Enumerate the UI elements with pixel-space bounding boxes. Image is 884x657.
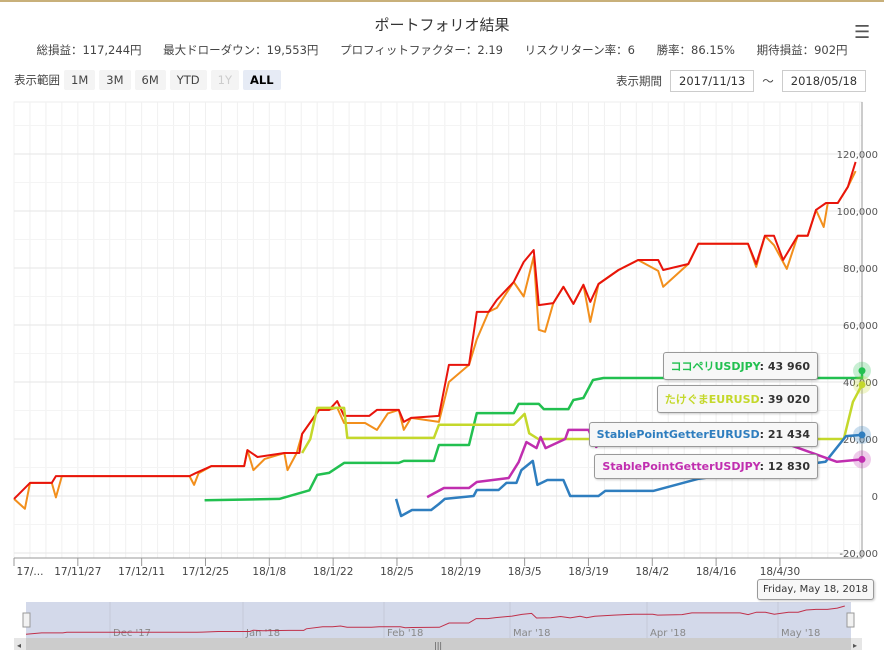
x-tick-label: 18/2/19 bbox=[441, 566, 481, 578]
navigator-label: May '18 bbox=[781, 628, 820, 639]
range-1m-button[interactable]: 1M bbox=[64, 70, 96, 90]
tooltip-value: 39 020 bbox=[767, 393, 810, 406]
stat-expected-profit: 期待損益：902円 bbox=[756, 43, 848, 57]
stat-win-rate: 勝率：86.15% bbox=[656, 43, 735, 57]
scroll-right-arrow-icon[interactable]: ▸ bbox=[853, 641, 857, 650]
period-to-input[interactable]: 2018/05/18 bbox=[781, 70, 867, 92]
y-tick-label: -20,000 bbox=[839, 549, 878, 560]
navigator-label: Dec '17 bbox=[113, 628, 151, 639]
tooltip-kokoperi: ココペリUSDJPY: 43 960 bbox=[662, 352, 818, 380]
y-tick-label: 80,000 bbox=[843, 264, 878, 275]
scrollbar-thumb[interactable] bbox=[26, 638, 851, 650]
y-tick-label: 20,000 bbox=[843, 435, 878, 446]
navigator-label: Apr '18 bbox=[650, 628, 686, 639]
tooltip-spg-eurusd: StablePointGetterEURUSD: 21 434 bbox=[588, 422, 818, 447]
series-marker-4 bbox=[858, 431, 866, 439]
tooltip-value: 43 960 bbox=[767, 360, 810, 373]
range-label: 表示範囲 bbox=[14, 73, 60, 87]
tooltip-takeguma: たけぐまEURUSD: 39 020 bbox=[656, 385, 818, 413]
hamburger-icon[interactable]: ☰ bbox=[854, 22, 871, 43]
series-marker-5 bbox=[858, 455, 866, 463]
series-line-2 bbox=[204, 370, 864, 502]
period-label: 表示期間 bbox=[616, 74, 662, 88]
stat-max-drawdown: 最大ドローダウン：19,553円 bbox=[163, 43, 319, 57]
x-tick-label: 18/1/22 bbox=[313, 566, 353, 578]
navigator-label: Jan '18 bbox=[245, 628, 280, 639]
x-tick-label: 18/3/19 bbox=[568, 566, 608, 578]
y-tick-label: 100,000 bbox=[837, 207, 878, 218]
series-line-1 bbox=[13, 161, 857, 500]
range-selector: 表示範囲 1M 3M 6M YTD 1Y ALL bbox=[14, 70, 281, 90]
series-marker-2 bbox=[858, 367, 866, 375]
tooltip-series-name: StablePointGetterUSDJPY bbox=[602, 460, 760, 473]
scrollbar-grip-icon: ||| bbox=[434, 641, 442, 650]
x-tick-label: 17/... bbox=[17, 566, 44, 578]
range-6m-button[interactable]: 6M bbox=[134, 70, 166, 90]
x-tick-label: 17/12/11 bbox=[118, 566, 165, 578]
x-tick-label: 18/2/5 bbox=[380, 566, 414, 578]
navigator-label: Feb '18 bbox=[387, 628, 423, 639]
period-selector: 表示期間 2017/11/13 ～ 2018/05/18 bbox=[616, 70, 867, 92]
tooltip-spg-usdjpy: StablePointGetterUSDJPY: 12 830 bbox=[594, 454, 818, 479]
y-tick-label: 0 bbox=[872, 492, 878, 503]
period-separator: ～ bbox=[762, 74, 774, 88]
series-line-4 bbox=[394, 433, 863, 518]
chart-title: ポートフォリオ結果 bbox=[374, 16, 510, 34]
x-tick-label: 18/3/5 bbox=[508, 566, 542, 578]
stat-profit-factor: プロフィットファクター：2.19 bbox=[340, 43, 503, 57]
stat-total-profit: 総損益：117,244円 bbox=[36, 43, 142, 57]
y-tick-label: 60,000 bbox=[843, 321, 878, 332]
series-marker-3 bbox=[858, 381, 866, 389]
x-tick-label: 17/12/25 bbox=[182, 566, 229, 578]
x-tick-label: 17/11/27 bbox=[54, 566, 101, 578]
plot-area bbox=[13, 101, 863, 559]
x-tick-label: 18/4/16 bbox=[696, 566, 737, 578]
stat-risk-return: リスクリターン率：6 bbox=[524, 43, 635, 57]
tooltip-value: 12 830 bbox=[767, 460, 810, 473]
scroll-left-arrow-icon[interactable]: ◂ bbox=[17, 641, 21, 650]
range-1y-button: 1Y bbox=[210, 70, 239, 90]
summary-stats: 総損益：117,244円 最大ドローダウン：19,553円 プロフィットファクタ… bbox=[0, 42, 884, 58]
period-from-input[interactable]: 2017/11/13 bbox=[670, 70, 755, 92]
y-tick-label: 120,000 bbox=[837, 150, 878, 161]
navigator-series bbox=[25, 605, 845, 635]
x-tick-label: 18/4/2 bbox=[635, 566, 669, 578]
x-tick-label: 18/1/8 bbox=[252, 566, 286, 578]
navigator-label: Mar '18 bbox=[513, 628, 551, 639]
tooltip-series-name: たけぐまEURUSD bbox=[664, 393, 760, 406]
navigator-handle-left[interactable] bbox=[22, 612, 31, 628]
range-ytd-button[interactable]: YTD bbox=[169, 70, 207, 90]
tooltip-series-name: StablePointGetterEURUSD bbox=[596, 428, 760, 441]
navigator-handle-right[interactable] bbox=[846, 612, 855, 628]
x-tick-label: 18/4/30 bbox=[760, 566, 800, 578]
tooltip-series-name: ココペリUSDJPY bbox=[670, 360, 760, 373]
date-tooltip: Friday, May 18, 2018 bbox=[756, 579, 874, 600]
range-all-button[interactable]: ALL bbox=[243, 70, 281, 90]
tooltip-value: 21 434 bbox=[767, 428, 810, 441]
range-3m-button[interactable]: 3M bbox=[99, 70, 131, 90]
